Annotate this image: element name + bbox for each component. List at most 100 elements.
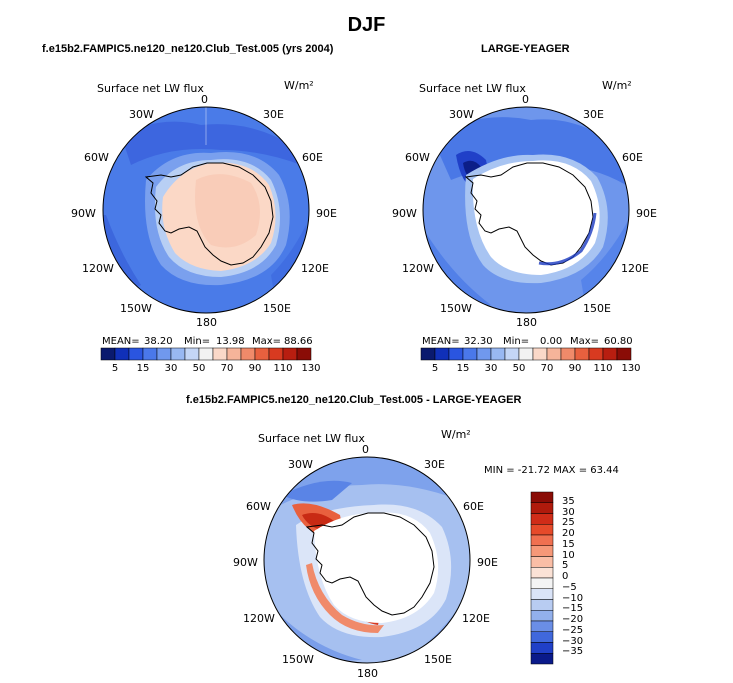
colorbar-swatch (530, 567, 554, 579)
colorbar-swatch (530, 653, 554, 665)
colorbar-tick-label: −5 (562, 581, 577, 593)
colorbar-swatch (530, 545, 554, 557)
colorbar-swatch (448, 347, 464, 361)
colorbar-swatch (530, 577, 554, 589)
panel-2-lon-label-90e: 90E (636, 207, 657, 220)
panel-2-max-value: 60.80 (604, 336, 633, 347)
colorbar-swatch (616, 347, 632, 361)
colorbar-swatch (198, 347, 214, 361)
colorbar-tick-label: −15 (562, 603, 584, 615)
colorbar-swatch (240, 347, 256, 361)
panel-1-polar-map (102, 106, 310, 314)
panel-1-max-value: 88.66 (284, 336, 313, 347)
colorbar-tick-label: 5 (431, 363, 439, 374)
panel-2-lon-label-150w: 150W (440, 302, 472, 315)
panel-3-coastline (305, 512, 435, 616)
colorbar-tick-label: 130 (301, 363, 321, 374)
panel-2-lon-label-180: 180 (516, 316, 537, 329)
panel-3-range-text: MIN = -21.72 MAX = 63.44 (484, 465, 619, 476)
colorbar-swatch (530, 642, 554, 654)
panel-2-mean-label: MEAN= (422, 336, 460, 347)
colorbar-swatch (254, 347, 270, 361)
panel-1-lon-label-90w: 90W (71, 207, 96, 220)
colorbar-swatch (530, 620, 554, 632)
panel-1-lon-label-150e: 150E (263, 302, 291, 315)
panel-1-mean-value: 38.20 (144, 336, 173, 347)
colorbar-tick-label: 50 (192, 363, 206, 374)
colorbar-swatch (476, 347, 492, 361)
colorbar-tick-label: 15 (456, 363, 470, 374)
colorbar-tick-label: 10 (562, 549, 575, 561)
panel-2-ice-sheet (472, 160, 600, 275)
colorbar-swatch (268, 347, 284, 361)
panel-2-lon-label-90w: 90W (392, 207, 417, 220)
colorbar-swatch (282, 347, 298, 361)
panel-3-contour-band (306, 563, 384, 633)
colorbar-swatch (100, 347, 116, 361)
panel-3-lon-label-60e: 60E (463, 500, 484, 513)
panel-2-lon-label-60e: 60E (622, 151, 643, 164)
panel-1-contour-band (103, 215, 141, 295)
panel-3-map-border (263, 456, 471, 664)
colorbar-tick-label: 130 (621, 363, 641, 374)
colorbar-tick-label: 20 (562, 528, 575, 539)
panel-1-lon-label-150w: 150W (120, 302, 152, 315)
colorbar-tick-label: 90 (568, 363, 582, 374)
colorbar-tick-label: 15 (136, 363, 150, 374)
panel-3-lon-label-150e: 150E (424, 653, 452, 666)
colorbar-swatch (142, 347, 158, 361)
colorbar-swatch (530, 524, 554, 536)
panel-1-lon-label-120w: 120W (82, 262, 114, 275)
panel-3-lon-label-150w: 150W (282, 653, 314, 666)
panel-1-lon-label-30e: 30E (263, 108, 284, 121)
panel-2-lon-label-120e: 120E (621, 262, 649, 275)
colorbar-swatch (296, 347, 312, 361)
panel-2-units: W/m² (602, 79, 632, 92)
panel-3-polar-map (263, 456, 471, 664)
colorbar-swatch (420, 347, 436, 361)
panel-3-lon-label-180: 180 (357, 667, 378, 680)
colorbar-swatch (532, 347, 548, 361)
panel-2-lon-label-0: 0 (522, 93, 529, 106)
panel-1-title: f.e15b2.FAMPIC5.ne120_ne120.Club_Test.00… (42, 43, 334, 55)
colorbar-tick-label: 0 (562, 571, 569, 582)
panel-1-min-value: 13.98 (216, 336, 245, 347)
panel-1-colorbar (100, 347, 312, 361)
colorbar-swatch (530, 556, 554, 568)
panel-1-contour-band (121, 121, 301, 165)
panel-2-lon-label-30w: 30W (449, 108, 474, 121)
panel-1-lon-label-30w: 30W (129, 108, 154, 121)
panel-3-title: f.e15b2.FAMPIC5.ne120_ne120.Club_Test.00… (186, 394, 522, 406)
colorbar-swatch (504, 347, 520, 361)
colorbar-tick-label: 70 (540, 363, 554, 374)
colorbar-swatch (560, 347, 576, 361)
colorbar-tick-label: −30 (562, 635, 584, 647)
colorbar-tick-label: 70 (220, 363, 234, 374)
colorbar-swatch (530, 534, 554, 546)
panel-1-max-label: Max= (252, 336, 282, 347)
panel-3-lon-label-60w: 60W (246, 500, 271, 513)
panel-1-lon-label-120e: 120E (301, 262, 329, 275)
colorbar-tick-label: −20 (562, 614, 584, 625)
colorbar-swatch (530, 502, 554, 514)
colorbar-swatch (156, 347, 172, 361)
panel-2-title: LARGE-YEAGER (481, 43, 570, 55)
colorbar-swatch (226, 347, 242, 361)
colorbar-swatch (530, 631, 554, 643)
colorbar-swatch (530, 491, 554, 503)
panel-1-variable-label: Surface net LW flux (97, 82, 204, 95)
panel-2-lon-label-60w: 60W (405, 151, 430, 164)
colorbar-tick-label: −35 (562, 646, 584, 658)
panel-1-lon-label-0: 0 (201, 93, 208, 106)
panel-2-min-value: 0.00 (540, 336, 563, 347)
panel-2-contour-band (423, 225, 491, 313)
colorbar-tick-label: 15 (562, 538, 575, 550)
colorbar-swatch (602, 347, 618, 361)
panel-2-lon-label-120w: 120W (402, 262, 434, 275)
colorbar-swatch (546, 347, 562, 361)
panel-1-units: W/m² (284, 79, 314, 92)
colorbar-swatch (518, 347, 534, 361)
colorbar-tick-label: 110 (273, 363, 293, 374)
panel-2-map-border (422, 106, 630, 314)
panel-1-lon-label-180: 180 (196, 316, 217, 329)
